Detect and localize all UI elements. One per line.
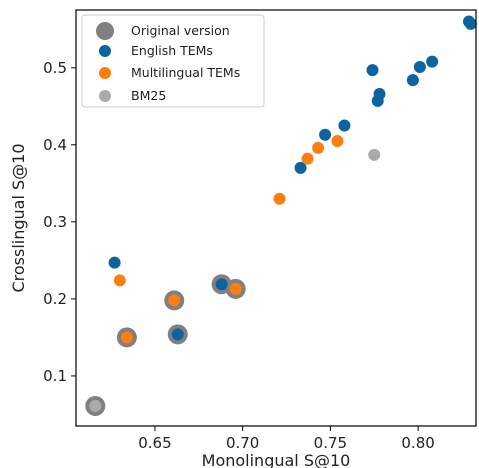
legend-marker-multilingual	[99, 67, 111, 79]
legend-marker-bm25	[99, 90, 111, 102]
x-tick-label: 0.80	[401, 434, 434, 452]
point-english	[426, 55, 439, 68]
data-points	[85, 15, 477, 416]
point-english	[464, 17, 477, 30]
x-tick-label: 0.75	[314, 434, 347, 452]
point-english	[319, 128, 332, 141]
axis-ticks	[71, 67, 419, 431]
point-english	[373, 87, 386, 100]
point-english	[338, 119, 351, 132]
point-multilingual	[331, 134, 344, 147]
point-multilingual	[168, 294, 181, 307]
legend-label-english: English TEMs	[131, 43, 213, 58]
x-tick-label: 0.65	[138, 434, 171, 452]
x-tick-label: 0.70	[226, 434, 259, 452]
y-tick-label: 0.4	[43, 136, 67, 154]
point-english	[215, 278, 228, 291]
point-multilingual	[273, 192, 286, 205]
legend-marker-original	[96, 22, 114, 40]
point-bm25	[368, 148, 381, 161]
point-english	[294, 161, 307, 174]
legend-marker-english	[99, 45, 111, 57]
point-english	[366, 64, 379, 77]
y-tick-label: 0.3	[43, 213, 67, 231]
legend: Original version English TEMs Multilingu…	[81, 14, 265, 108]
legend-label-bm25: BM25	[131, 88, 166, 103]
tick-labels: 0.65 0.70 0.75 0.80 0.1 0.2 0.3 0.4 0.5	[43, 59, 435, 452]
point-bm25	[89, 399, 102, 412]
point-english	[406, 74, 419, 87]
point-multilingual	[301, 152, 314, 165]
legend-box	[81, 14, 265, 108]
point-english	[413, 61, 426, 74]
point-english	[171, 328, 184, 341]
x-axis-label: Monolingual S@10	[202, 451, 351, 468]
y-tick-label: 0.2	[43, 290, 67, 308]
legend-label-multilingual: Multilingual TEMs	[131, 65, 240, 80]
point-english	[108, 256, 121, 269]
plot-frame	[75, 9, 477, 427]
y-tick-label: 0.1	[43, 367, 67, 385]
point-multilingual	[229, 282, 242, 295]
point-multilingual	[113, 274, 126, 287]
legend-label-original: Original version	[131, 23, 230, 38]
y-tick-label: 0.5	[43, 59, 67, 77]
y-axis-label: Crosslingual S@10	[9, 143, 28, 292]
point-multilingual	[120, 331, 133, 344]
point-multilingual	[312, 141, 325, 154]
